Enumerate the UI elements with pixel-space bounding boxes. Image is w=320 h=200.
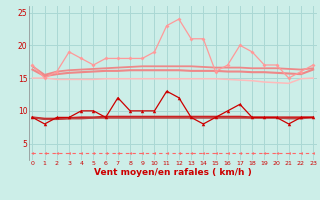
X-axis label: Vent moyen/en rafales ( km/h ): Vent moyen/en rafales ( km/h ) xyxy=(94,168,252,177)
